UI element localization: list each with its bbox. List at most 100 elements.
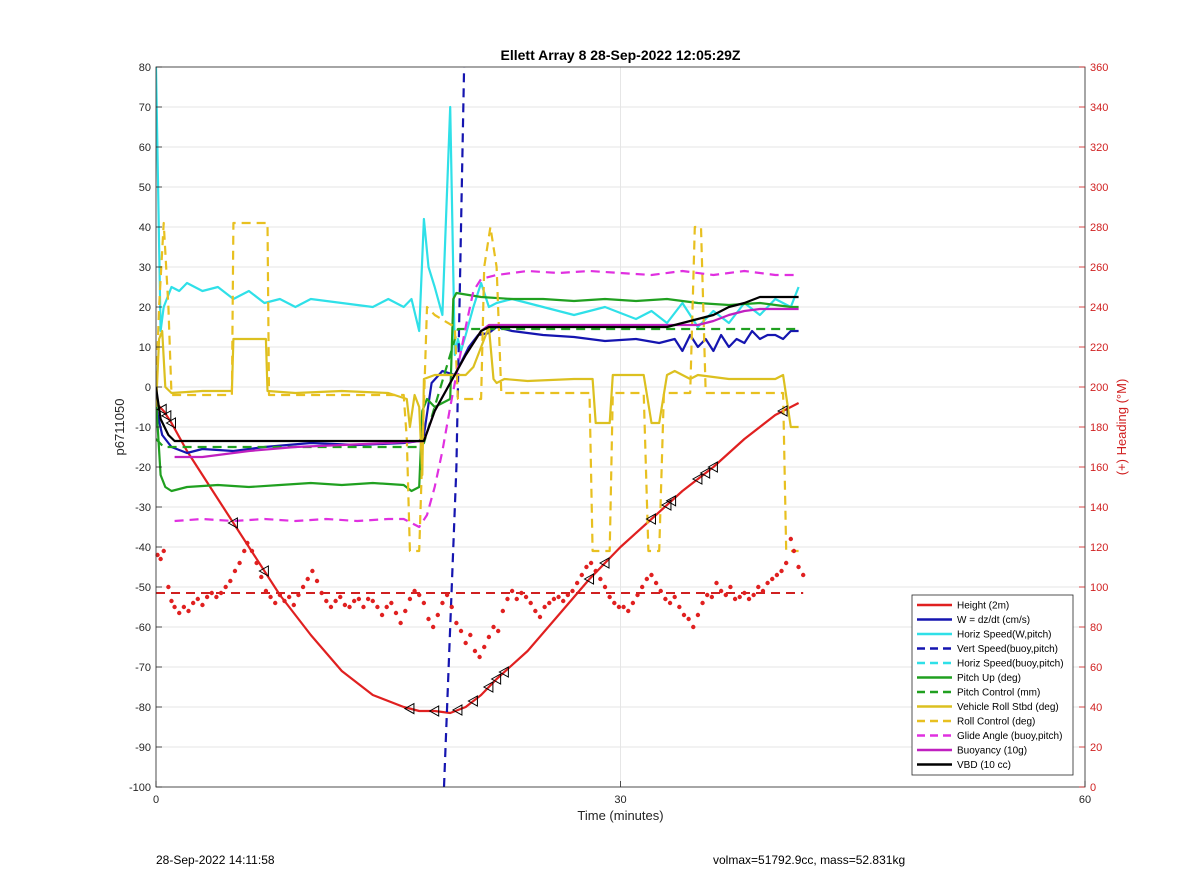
heading-point	[737, 594, 742, 600]
heading-point	[351, 598, 357, 604]
x-axis-label: Time (minutes)	[577, 808, 663, 823]
heading-point	[723, 592, 728, 598]
legend-label-pitch-up-deg: Pitch Up (deg)	[957, 673, 1021, 684]
series-height-2m	[156, 402, 800, 715]
heading-point	[200, 602, 205, 608]
heading-point	[328, 604, 334, 610]
height-marker	[165, 417, 176, 429]
heading-point	[232, 568, 238, 574]
heading-point	[259, 574, 264, 580]
height-marker	[583, 573, 595, 585]
height-marker	[598, 557, 610, 569]
heading-point	[361, 604, 366, 610]
y-axis-label-left: p6711050	[112, 399, 127, 456]
heading-point	[500, 608, 506, 614]
y-tick-label-right: 300	[1090, 182, 1108, 194]
y-tick-label-left: 60	[139, 142, 151, 154]
y-tick-label-right: 160	[1090, 462, 1108, 474]
heading-point	[190, 600, 196, 606]
heading-point	[296, 592, 301, 598]
heading-point	[765, 580, 770, 586]
heading-point	[319, 590, 324, 596]
heading-point	[218, 590, 224, 596]
heading-point	[663, 596, 668, 602]
x-tick-label: 60	[1079, 794, 1091, 806]
y-tick-label-left: -80	[135, 702, 151, 714]
series-pitch-up-deg	[156, 291, 799, 493]
chart-title: Ellett Array 8 28-Sep-2022 12:05:29Z	[501, 47, 741, 63]
heading-point	[166, 584, 171, 590]
series-vert-speed-buoy-pitch	[442, 67, 466, 787]
y-axis-label-right: (+) Heading (°M)	[1114, 379, 1129, 476]
y-tick-label-right: 60	[1090, 662, 1102, 674]
heading-point	[440, 600, 445, 606]
y-tick-label-left: 20	[139, 302, 151, 314]
heading-point	[472, 648, 478, 654]
legend-label-horiz-speed-w-pitch: Horiz Speed(W,pitch)	[957, 630, 1051, 641]
heading-point	[379, 612, 385, 618]
heading-point	[570, 588, 575, 594]
height-marker	[498, 666, 509, 678]
height-marker	[665, 494, 677, 507]
y-tick-label-left: -50	[135, 582, 151, 594]
y-tick-label-right: 20	[1090, 742, 1102, 754]
heading-point	[751, 592, 756, 598]
y-tick-label-left: -10	[135, 422, 151, 434]
y-tick-label-left: 10	[139, 342, 151, 354]
height-marker	[490, 673, 502, 685]
heading-point	[370, 598, 375, 604]
heading-point	[796, 564, 801, 570]
y-tick-label-right: 340	[1090, 102, 1108, 114]
heading-point	[426, 616, 431, 622]
heading-point	[779, 568, 784, 574]
heading-point	[195, 596, 201, 602]
heading-point	[700, 600, 705, 606]
heading-point	[314, 578, 320, 584]
heading-point	[505, 596, 510, 602]
heading-point	[407, 596, 413, 602]
heading-point	[584, 564, 589, 570]
heading-point	[593, 568, 598, 574]
heading-point	[286, 594, 292, 600]
heading-point	[389, 600, 394, 606]
heading-point	[155, 552, 160, 558]
heading-point	[356, 596, 362, 602]
heading-point	[444, 592, 450, 598]
series-horiz-speed-w-pitch	[156, 67, 800, 357]
series-vbd-10-cc	[156, 295, 799, 443]
y-tick-label-left: 80	[139, 62, 151, 74]
heading-point	[616, 604, 622, 610]
heading-point	[621, 604, 626, 610]
heading-point	[177, 610, 182, 616]
y-tick-label-right: 360	[1090, 62, 1108, 74]
heading-point	[519, 590, 524, 596]
heading-point	[667, 600, 673, 606]
heading-point	[588, 560, 594, 566]
height-marker	[403, 702, 415, 715]
y-tick-label-right: 260	[1090, 262, 1108, 274]
series-glide-angle-buoy-pitch	[174, 269, 799, 529]
y-tick-label-left: 0	[145, 382, 151, 394]
legend-box	[911, 594, 1074, 776]
heading-point	[728, 584, 733, 590]
axes: 80706050403020100-10-20-30-40-50-60-70-8…	[129, 62, 1108, 806]
heading-point	[181, 604, 187, 610]
heading-point	[486, 634, 492, 640]
heading-point	[412, 588, 417, 594]
heading-point	[653, 580, 659, 586]
heading-point	[430, 624, 436, 630]
heading-point	[249, 548, 255, 554]
heading-point	[801, 572, 806, 578]
series-roll-control-deg	[156, 221, 799, 553]
heading-point	[291, 602, 297, 608]
heading-point	[403, 608, 408, 614]
y-tick-label-left: 40	[139, 222, 151, 234]
heading-point	[509, 588, 515, 594]
heading-point	[214, 594, 219, 600]
heading-point	[760, 588, 766, 594]
heading-point	[463, 640, 468, 646]
legend-label-w-dz-dt-cm-s: W = dz/dt (cm/s)	[957, 615, 1030, 626]
heading-point	[746, 596, 752, 602]
heading-point	[393, 610, 399, 616]
